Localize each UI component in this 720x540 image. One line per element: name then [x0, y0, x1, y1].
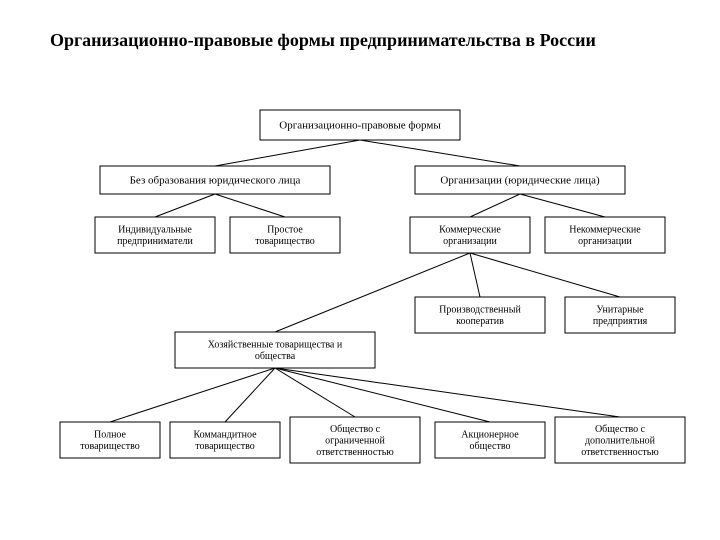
- node-full-partnership: Полноетоварищество: [60, 422, 160, 458]
- node-ooo-label: ограниченной: [325, 435, 385, 446]
- node-ooo-label: Общество с: [330, 424, 381, 435]
- edge-n1-n12: [215, 194, 285, 217]
- node-full-partnership-label: Полное: [94, 430, 127, 441]
- node-odo-label: дополнительной: [585, 435, 656, 446]
- node-business-assoc-label: общества: [255, 351, 296, 362]
- node-unitary-label: предприятия: [593, 316, 648, 327]
- edge-n2-n21: [470, 194, 520, 217]
- node-ooo: Общество сограниченнойответственностью: [290, 417, 420, 463]
- node-root-label: Организационно-правовые формы: [279, 120, 441, 132]
- node-full-partnership-label: товарищество: [80, 441, 139, 452]
- node-noncommercial: Некоммерческиеорганизации: [545, 217, 665, 253]
- edge-root-n2: [360, 140, 520, 166]
- node-coop-label: кооператив: [456, 316, 504, 327]
- edge-n21-n213: [470, 253, 620, 297]
- node-business-assoc: Хозяйственные товарищества иобщества: [175, 332, 375, 368]
- node-kommandit-label: товарищество: [195, 441, 254, 452]
- edge-n211-leaf4: [275, 368, 490, 422]
- edge-n211-leaf5: [275, 368, 620, 417]
- edge-root-n1: [215, 140, 360, 166]
- node-coop-label: Производственный: [439, 305, 521, 316]
- node-commercial-label: Коммерческие: [439, 225, 501, 236]
- node-commercial-label: организации: [443, 236, 497, 247]
- edge-n1-n11: [155, 194, 215, 217]
- page-title: Организационно-правовые формы предприним…: [50, 30, 670, 51]
- node-odo-label: ответственностью: [581, 447, 659, 458]
- node-no-legal-label: Без образования юридического лица: [130, 175, 301, 187]
- node-ooo-label: ответственностью: [316, 447, 394, 458]
- node-commercial: Коммерческиеорганизации: [410, 217, 530, 253]
- edge-n21-n212: [470, 253, 480, 297]
- edge-n2-n22: [520, 194, 605, 217]
- node-kommandit-label: Коммандитное: [193, 430, 257, 441]
- node-ao-label: Акционерное: [461, 430, 519, 441]
- node-individual: Индивидуальныепредприниматели: [95, 217, 215, 253]
- node-unitary: Унитарныепредприятия: [565, 297, 675, 333]
- node-simple-partnership-label: товарищество: [255, 236, 314, 247]
- node-individual-label: предприниматели: [117, 236, 193, 247]
- node-odo-label: Общество с: [595, 424, 646, 435]
- node-business-assoc-label: Хозяйственные товарищества и: [208, 340, 343, 351]
- diagram-canvas: Организационно-правовые формы Без образов…: [0, 100, 720, 540]
- node-legal: Организации (юридические лица): [415, 166, 625, 194]
- node-ao: Акционерноеобщество: [435, 422, 545, 458]
- node-kommandit: Коммандитноетоварищество: [170, 422, 280, 458]
- node-odo: Общество сдополнительнойответственностью: [555, 417, 685, 463]
- node-legal-label: Организации (юридические лица): [440, 175, 600, 187]
- node-ao-label: общество: [470, 441, 511, 452]
- edge-n211-leaf3: [275, 368, 355, 417]
- node-individual-label: Индивидуальные: [118, 225, 192, 236]
- node-simple-partnership-label: Простое: [267, 225, 303, 236]
- node-simple-partnership: Простоетоварищество: [230, 217, 340, 253]
- node-root: Организационно-правовые формы: [260, 110, 460, 140]
- node-no-legal: Без образования юридического лица: [100, 166, 330, 194]
- node-coop: Производственныйкооператив: [415, 297, 545, 333]
- node-unitary-label: Унитарные: [596, 305, 644, 316]
- node-noncommercial-label: организации: [578, 236, 632, 247]
- node-noncommercial-label: Некоммерческие: [569, 225, 641, 236]
